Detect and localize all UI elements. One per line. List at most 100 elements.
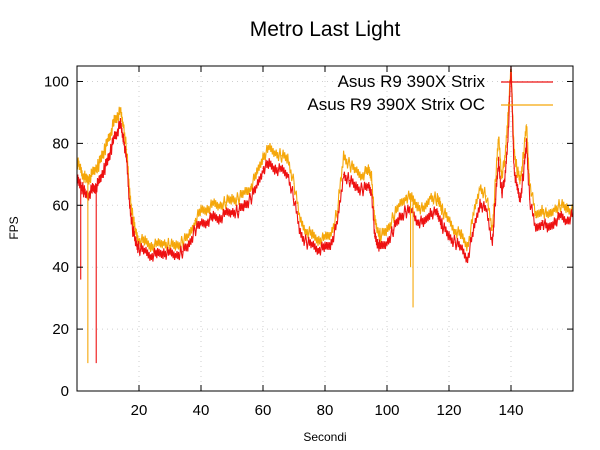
data-point xyxy=(262,167,264,169)
x-axis-label: Secondi xyxy=(303,430,346,444)
data-point xyxy=(454,229,456,231)
data-point xyxy=(194,220,196,222)
data-point xyxy=(122,124,125,126)
data-point xyxy=(262,155,264,157)
y-tick-label: 40 xyxy=(52,259,69,276)
data-point xyxy=(150,254,152,256)
series-1 xyxy=(77,66,573,264)
data-point xyxy=(529,198,531,200)
data-point xyxy=(126,161,128,163)
legend-label-series-1: Asus R9 390X Strix xyxy=(338,72,486,91)
data-point xyxy=(119,111,121,114)
x-tick-label: 60 xyxy=(255,402,272,419)
data-point xyxy=(355,186,357,188)
data-point xyxy=(460,248,462,250)
data-point xyxy=(200,210,202,213)
data-point xyxy=(494,198,497,200)
x-tick-label: 120 xyxy=(436,402,461,419)
data-point xyxy=(237,198,239,200)
data-point xyxy=(392,217,394,219)
data-point xyxy=(318,238,320,240)
data-point xyxy=(79,183,81,185)
y-tick-label: 0 xyxy=(61,383,69,400)
data-point xyxy=(423,223,425,225)
data-point xyxy=(299,232,301,234)
data-point xyxy=(107,158,109,160)
data-point xyxy=(516,170,518,172)
data-point xyxy=(336,223,338,225)
data-point xyxy=(529,179,531,182)
data-point xyxy=(479,201,481,203)
data-point xyxy=(377,229,379,231)
series-2 xyxy=(77,67,573,253)
data-point xyxy=(169,244,171,247)
data-point xyxy=(256,173,258,175)
series-line-1 xyxy=(77,66,573,264)
data-point xyxy=(494,179,497,182)
data-point xyxy=(547,217,549,219)
y-tick-label: 100 xyxy=(44,73,69,90)
data-point xyxy=(194,229,196,231)
data-point xyxy=(188,244,190,247)
data-point xyxy=(349,164,351,166)
data-point xyxy=(560,204,562,206)
data-point xyxy=(206,207,208,209)
data-point xyxy=(454,241,456,244)
data-point xyxy=(312,244,314,247)
data-point xyxy=(566,220,568,222)
x-tick-label: 140 xyxy=(498,402,523,419)
data-point xyxy=(250,186,252,188)
data-point xyxy=(479,186,481,188)
data-point xyxy=(135,241,137,244)
data-point xyxy=(513,167,515,169)
data-point xyxy=(392,229,394,231)
y-tick-label: 80 xyxy=(52,135,69,152)
data-point xyxy=(107,139,109,141)
x-tick-label: 40 xyxy=(193,402,210,419)
data-point xyxy=(104,167,106,169)
data-point xyxy=(250,198,252,200)
data-point xyxy=(516,189,518,191)
data-point xyxy=(144,251,146,253)
data-point xyxy=(519,198,521,200)
data-point xyxy=(473,229,475,231)
data-point xyxy=(367,170,369,172)
data-point xyxy=(501,192,503,194)
data-point xyxy=(436,198,438,200)
data-point xyxy=(175,254,177,256)
data-point xyxy=(88,192,90,194)
data-point xyxy=(547,229,549,231)
data-point xyxy=(429,210,431,213)
data-point xyxy=(377,241,379,244)
data-point xyxy=(157,254,159,256)
data-point xyxy=(138,248,140,250)
data-point xyxy=(553,220,556,222)
data-point xyxy=(485,195,487,197)
data-point xyxy=(525,142,528,144)
data-point xyxy=(330,232,332,234)
series-line-2 xyxy=(77,67,573,253)
data-point xyxy=(312,235,314,237)
data-point xyxy=(79,167,81,169)
data-point xyxy=(113,136,115,138)
data-point xyxy=(361,189,363,191)
data-point xyxy=(448,235,450,237)
data-point xyxy=(212,217,214,219)
data-point xyxy=(361,173,363,175)
data-point xyxy=(181,241,183,244)
data-point xyxy=(157,244,159,247)
data-point xyxy=(113,121,115,123)
data-point xyxy=(287,158,289,160)
data-point xyxy=(169,254,171,256)
data-point xyxy=(138,238,140,240)
data-point xyxy=(380,248,382,250)
data-point xyxy=(370,189,373,191)
x-tick-label: 80 xyxy=(317,402,334,419)
data-point xyxy=(439,201,441,203)
data-point xyxy=(144,241,146,244)
data-point xyxy=(501,173,503,175)
data-point xyxy=(405,195,407,197)
data-point xyxy=(287,173,289,175)
data-point xyxy=(324,238,326,240)
